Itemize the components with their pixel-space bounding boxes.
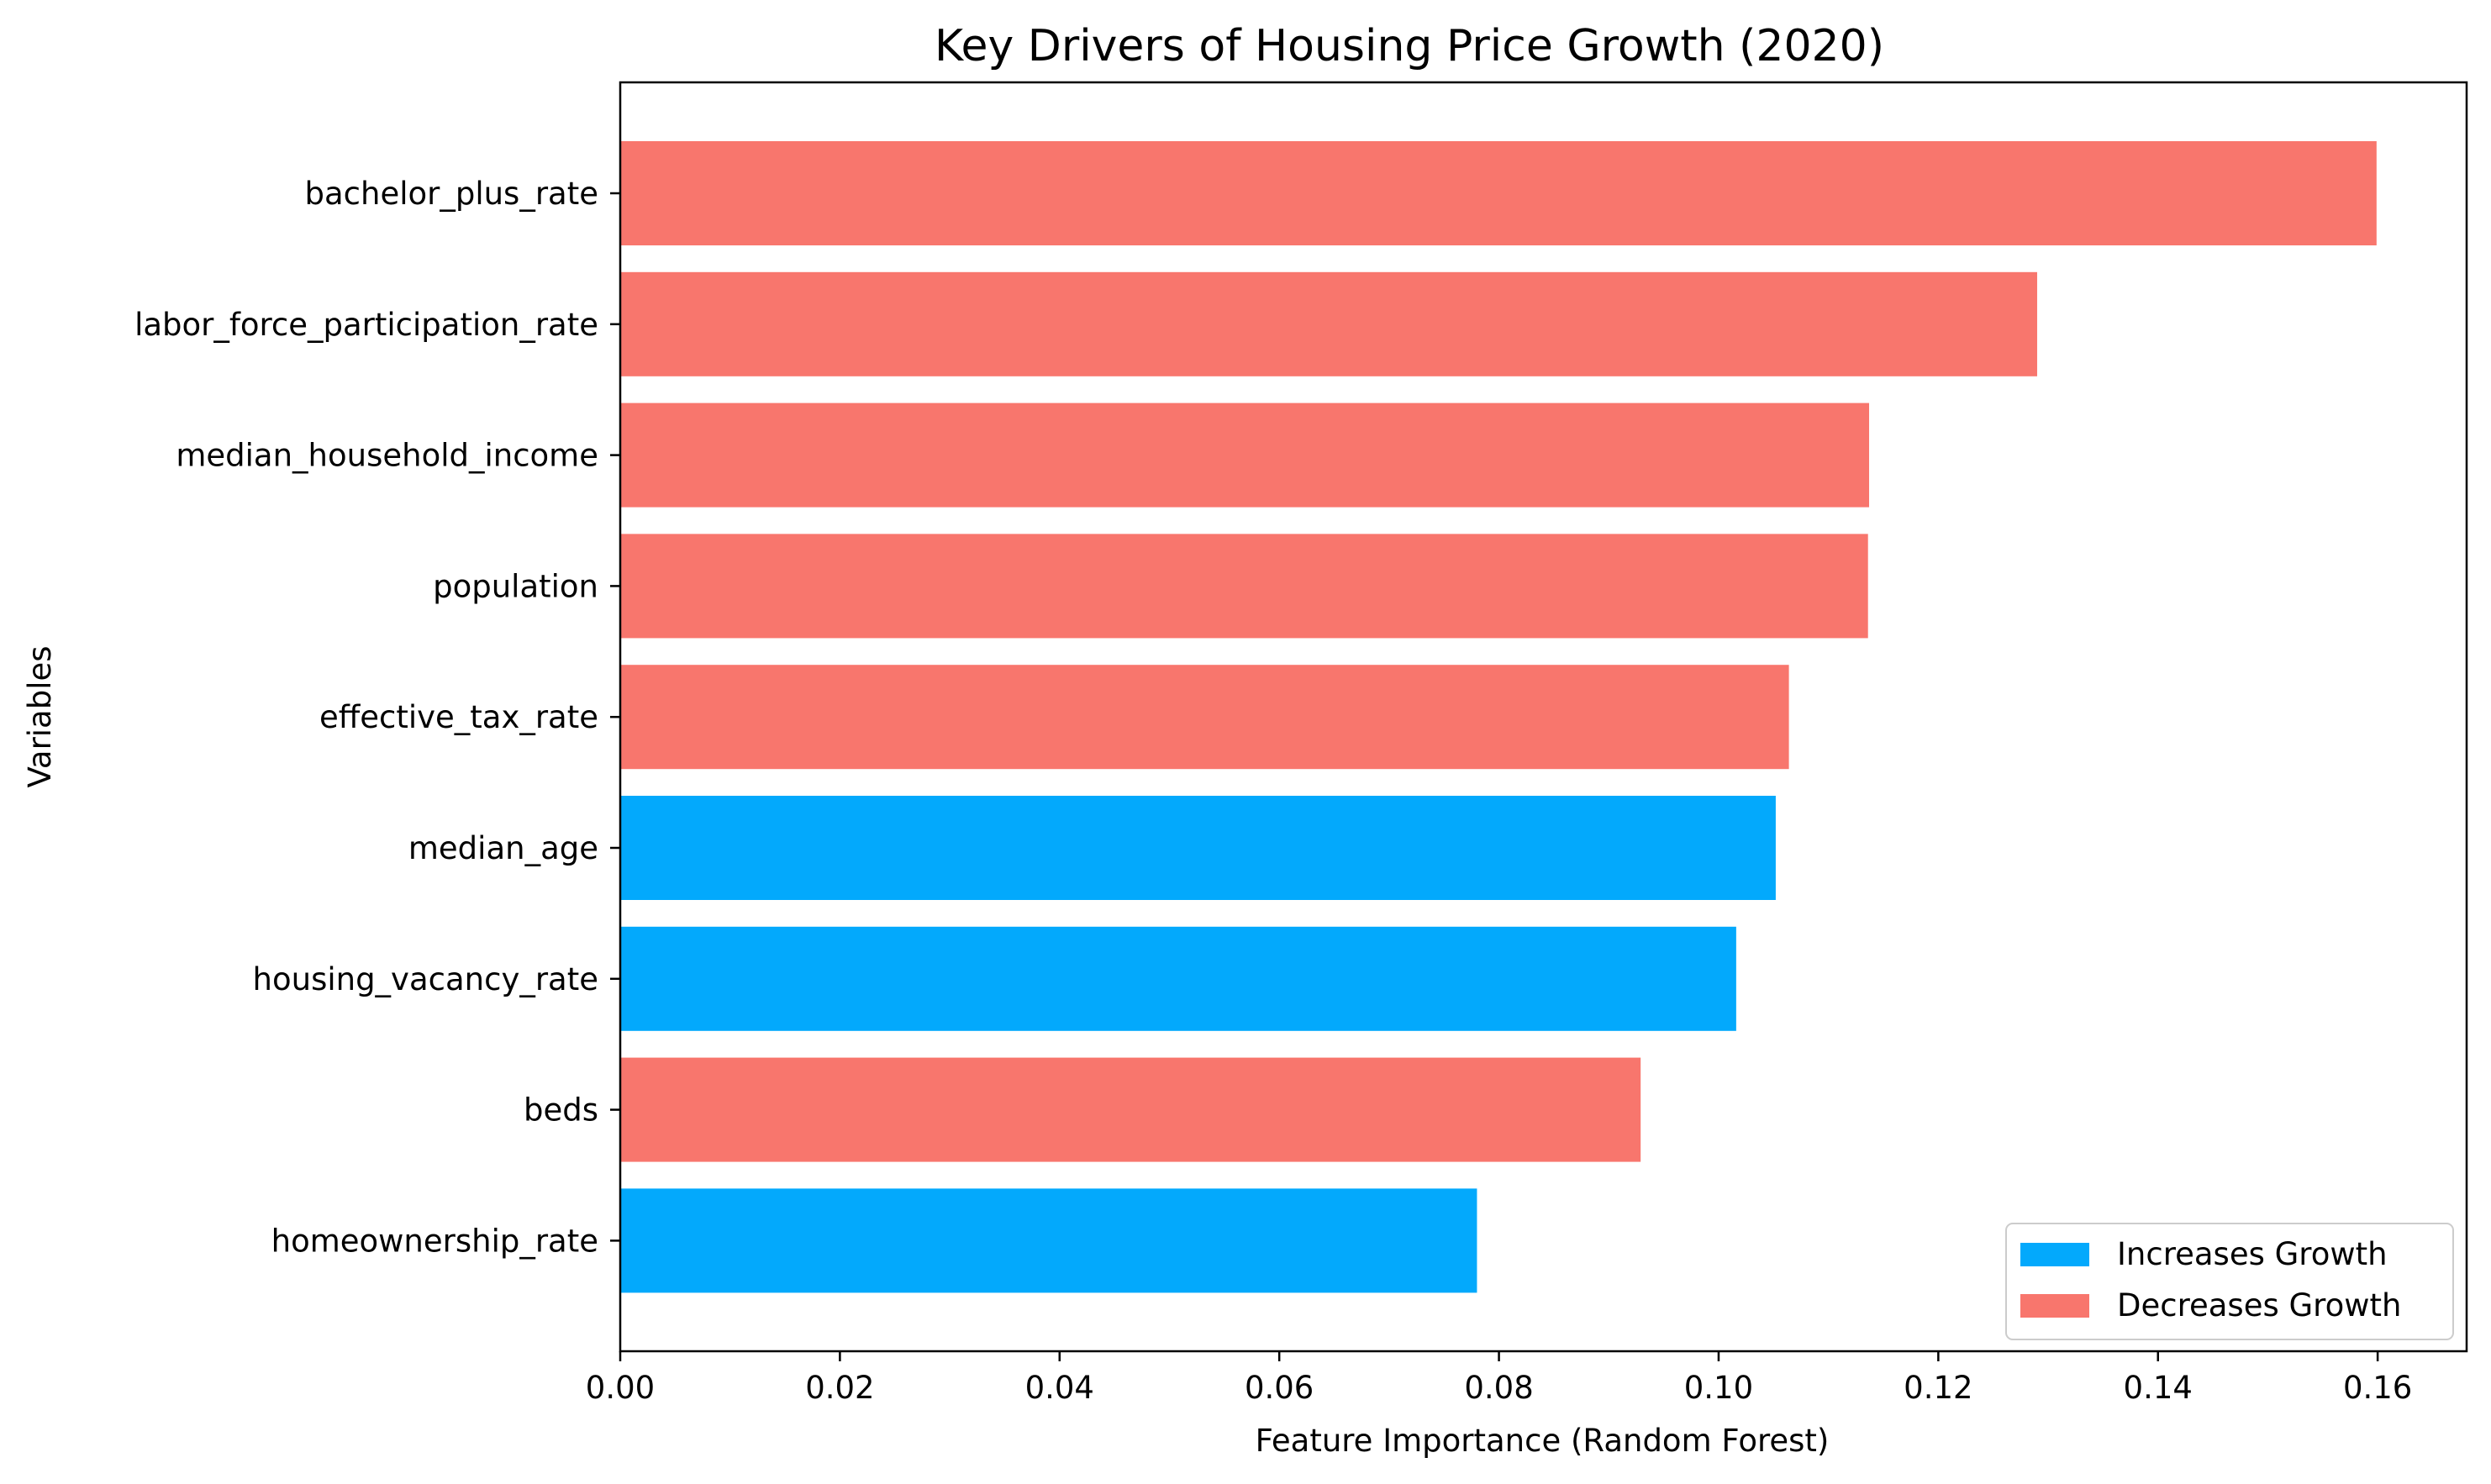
x-axis-label: Feature Importance (Random Forest) xyxy=(1256,1423,1830,1459)
x-tick-label: 0.10 xyxy=(1684,1370,1753,1406)
y-tick-label: population xyxy=(433,568,598,604)
bar-homeownership-rate xyxy=(620,1188,1477,1293)
y-tick-label: labor_force_participation_rate xyxy=(134,307,598,343)
bar-population xyxy=(620,534,1868,639)
bar-housing-vacancy-rate xyxy=(620,926,1736,1031)
x-tick-label: 0.06 xyxy=(1245,1370,1314,1406)
bar-effective-tax-rate xyxy=(620,665,1789,770)
y-tick-label: homeownership_rate xyxy=(271,1223,598,1259)
x-tick-label: 0.04 xyxy=(1025,1370,1094,1406)
x-tick-label: 0.12 xyxy=(1904,1370,1972,1406)
x-tick-label: 0.08 xyxy=(1464,1370,1533,1406)
bar-median-age xyxy=(620,796,1776,900)
x-tick-label: 0.00 xyxy=(586,1370,655,1406)
legend-swatch-increases xyxy=(2020,1243,2089,1266)
y-tick-label: median_household_income xyxy=(176,438,598,474)
legend-box xyxy=(2005,1223,2454,1340)
legend-swatch-decreases xyxy=(2020,1294,2089,1318)
y-tick-label: beds xyxy=(524,1092,598,1129)
legend: Increases Growth Decreases Growth xyxy=(2005,1223,2454,1340)
y-tick-label: effective_tax_rate xyxy=(319,699,598,735)
bar-beds xyxy=(620,1057,1641,1162)
x-axis-ticks: 0.00 0.02 0.04 0.06 0.08 0.10 0.12 0.14 0.16 xyxy=(586,1351,2412,1406)
bar-bachelor-plus-rate xyxy=(620,141,2377,245)
legend-label-decreases: Decreases Growth xyxy=(2117,1287,2401,1323)
bar-median-household-income xyxy=(620,403,1870,508)
y-tick-label: bachelor_plus_rate xyxy=(305,176,599,212)
y-axis-label: Variables xyxy=(22,645,58,787)
x-tick-label: 0.14 xyxy=(2124,1370,2193,1406)
bars-group xyxy=(620,141,2377,1293)
y-tick-label: housing_vacancy_rate xyxy=(253,961,598,997)
legend-label-increases: Increases Growth xyxy=(2117,1236,2388,1272)
chart-title: Key Drivers of Housing Price Growth (202… xyxy=(935,21,1884,71)
bar-labor-force-participation-rate xyxy=(620,271,2037,376)
x-tick-label: 0.02 xyxy=(805,1370,874,1406)
y-tick-label: median_age xyxy=(408,830,598,866)
x-tick-label: 0.16 xyxy=(2343,1370,2412,1406)
y-axis-ticks: bachelor_plus_rate labor_force_participat… xyxy=(134,176,620,1259)
